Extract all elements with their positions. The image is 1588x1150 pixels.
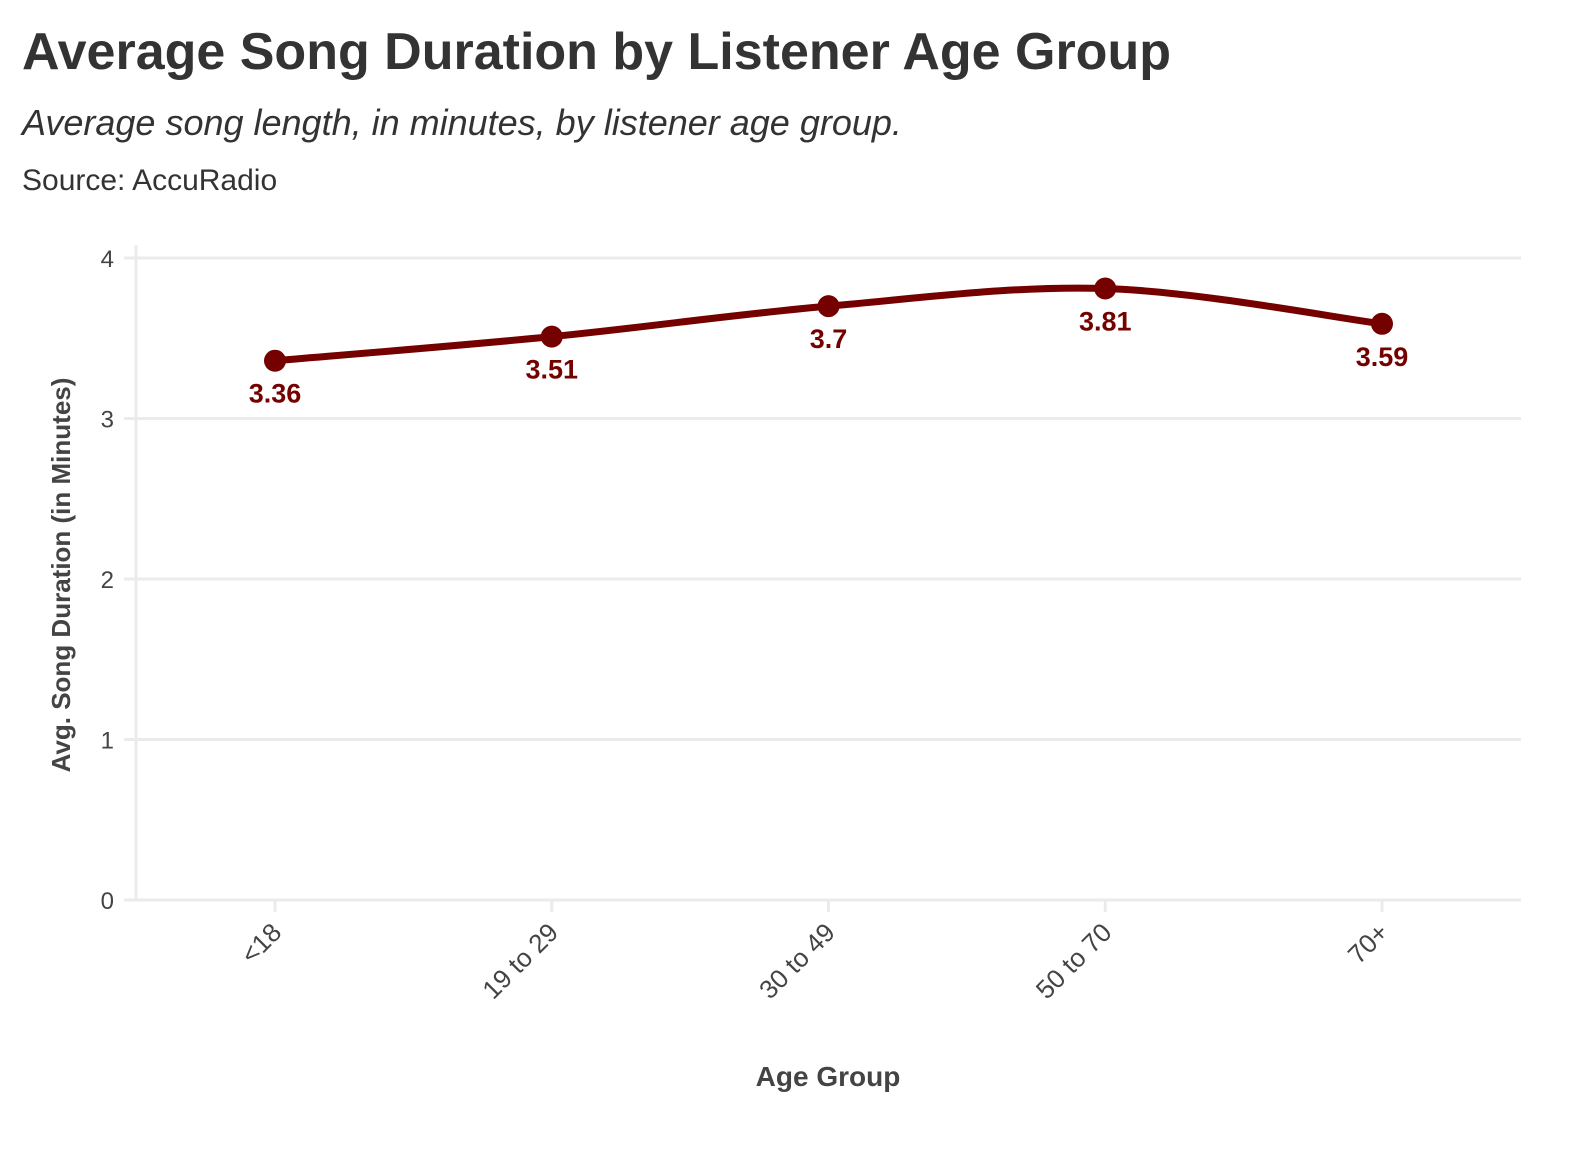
data-point (540, 325, 563, 348)
y-tick-label: 0 (101, 888, 114, 915)
chart-subtitle: Average song length, in minutes, by list… (22, 102, 902, 143)
x-tick-label: <18 (235, 917, 287, 969)
data-point (264, 349, 286, 372)
y-axis-label: Avg. Song Duration (in Minutes) (46, 378, 76, 773)
y-tick-label: 2 (101, 567, 114, 594)
x-axis-label: Age Group (756, 1061, 901, 1092)
data-label: 3.51 (525, 355, 578, 385)
data-label: 3.36 (249, 379, 302, 409)
x-tick-label: 19 to 29 (476, 917, 564, 1005)
data-point (1371, 312, 1393, 335)
data-label: 3.59 (1356, 342, 1409, 372)
y-tick-label: 4 (101, 246, 114, 273)
data-point (817, 295, 840, 318)
data-point (1094, 277, 1117, 300)
x-tick-label: 70+ (1342, 917, 1394, 969)
x-tick-label: 50 to 70 (1030, 917, 1118, 1005)
data-label: 3.81 (1079, 306, 1132, 336)
y-tick-label: 1 (101, 728, 114, 755)
data-label: 3.7 (810, 324, 848, 354)
x-tick-label: 30 to 49 (753, 917, 841, 1005)
chart-source: Source: AccuRadio (22, 164, 278, 197)
chart-title: Average Song Duration by Listener Age Gr… (22, 23, 1171, 81)
y-tick-label: 3 (101, 407, 114, 434)
